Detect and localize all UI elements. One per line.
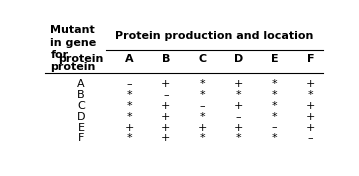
Text: *: * bbox=[272, 133, 277, 143]
Text: F: F bbox=[78, 133, 84, 143]
Text: *: * bbox=[272, 90, 277, 100]
Text: B: B bbox=[77, 90, 85, 100]
Text: –: – bbox=[236, 112, 241, 122]
Text: E: E bbox=[78, 122, 84, 133]
Text: –: – bbox=[127, 79, 132, 89]
Text: +: + bbox=[306, 112, 315, 122]
Text: F: F bbox=[307, 54, 314, 64]
Text: *: * bbox=[199, 112, 205, 122]
Text: +: + bbox=[306, 101, 315, 111]
Text: *: * bbox=[127, 133, 132, 143]
Text: *: * bbox=[272, 112, 277, 122]
Text: *: * bbox=[272, 79, 277, 89]
Text: –: – bbox=[308, 133, 313, 143]
Text: A: A bbox=[125, 54, 134, 64]
Text: *: * bbox=[272, 101, 277, 111]
Text: +: + bbox=[161, 122, 171, 133]
Text: +: + bbox=[161, 101, 171, 111]
Text: C: C bbox=[198, 54, 206, 64]
Text: C: C bbox=[77, 101, 85, 111]
Text: *: * bbox=[236, 133, 241, 143]
Text: +: + bbox=[234, 101, 243, 111]
Text: *: * bbox=[127, 90, 132, 100]
Text: +: + bbox=[125, 122, 134, 133]
Text: E: E bbox=[271, 54, 278, 64]
Text: *: * bbox=[199, 79, 205, 89]
Text: B: B bbox=[162, 54, 170, 64]
Text: *: * bbox=[308, 90, 313, 100]
Text: *: * bbox=[127, 101, 132, 111]
Text: protein: protein bbox=[59, 54, 104, 64]
Text: Mutant
in gene
for
protein: Mutant in gene for protein bbox=[50, 25, 97, 72]
Text: –: – bbox=[199, 101, 205, 111]
Text: –: – bbox=[272, 122, 277, 133]
Text: *: * bbox=[199, 133, 205, 143]
Text: +: + bbox=[161, 112, 171, 122]
Text: Protein production and location: Protein production and location bbox=[115, 31, 314, 41]
Text: +: + bbox=[234, 122, 243, 133]
Text: –: – bbox=[163, 90, 169, 100]
Text: +: + bbox=[306, 79, 315, 89]
Text: +: + bbox=[306, 122, 315, 133]
Text: +: + bbox=[161, 79, 171, 89]
Text: A: A bbox=[77, 79, 85, 89]
Text: *: * bbox=[236, 90, 241, 100]
Text: +: + bbox=[161, 133, 171, 143]
Text: +: + bbox=[234, 79, 243, 89]
Text: D: D bbox=[234, 54, 243, 64]
Text: *: * bbox=[127, 112, 132, 122]
Text: *: * bbox=[199, 90, 205, 100]
Text: +: + bbox=[197, 122, 207, 133]
Text: D: D bbox=[77, 112, 85, 122]
